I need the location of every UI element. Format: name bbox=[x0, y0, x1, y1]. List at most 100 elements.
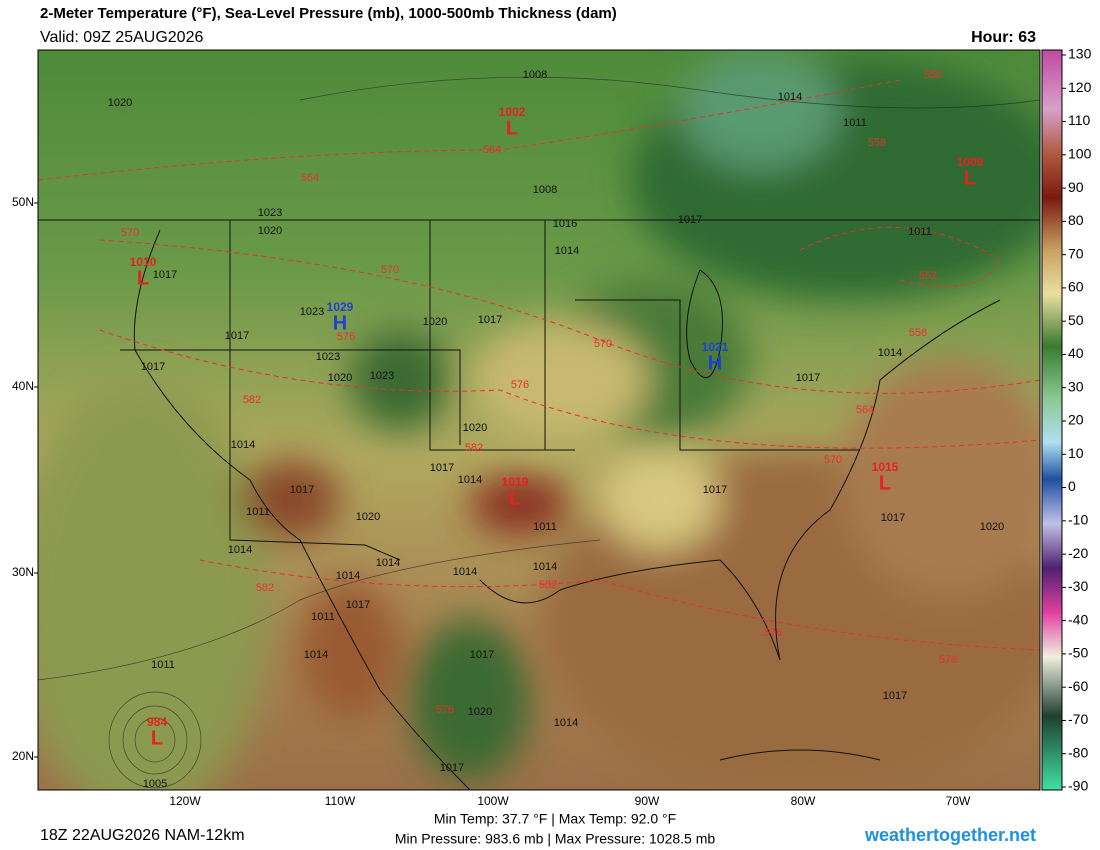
colorbar-label: -70 bbox=[1068, 711, 1088, 727]
isobar-label: 1017 bbox=[346, 599, 370, 611]
isobar-label: 1014 bbox=[228, 544, 252, 556]
map-field bbox=[38, 50, 1040, 790]
thickness-label: 564 bbox=[301, 172, 319, 184]
thickness-label: 576 bbox=[939, 654, 957, 666]
colorbar-label: 120 bbox=[1068, 79, 1092, 95]
isobar-label: 1020 bbox=[423, 316, 447, 328]
colorbar-label: 10 bbox=[1068, 445, 1084, 461]
isobar-label: 1017 bbox=[225, 330, 249, 342]
isobar-label: 1011 bbox=[908, 226, 932, 238]
colorbar-label: -10 bbox=[1068, 512, 1088, 528]
isobar-label: 1014 bbox=[458, 474, 482, 486]
temp-range: Min Temp: 37.7 °F | Max Temp: 92.0 °F bbox=[434, 811, 676, 827]
valid-time: Valid: 09Z 25AUG2026 bbox=[40, 29, 203, 46]
lon-label: 70W bbox=[946, 794, 971, 808]
thickness-label: 558 bbox=[924, 69, 942, 81]
thickness-label: 570 bbox=[381, 264, 399, 276]
isobar-label: 1017 bbox=[881, 512, 905, 524]
isobar-label: 1020 bbox=[468, 706, 492, 718]
thickness-label: 570 bbox=[121, 227, 139, 239]
pressure-center-value: 1009 bbox=[957, 155, 984, 169]
colorbar-label: 80 bbox=[1068, 212, 1084, 228]
colorbar-label: -60 bbox=[1068, 678, 1088, 694]
thickness-label: 558 bbox=[868, 137, 886, 149]
isobar-label: 1014 bbox=[304, 649, 328, 661]
pressure-center-value: 1010 bbox=[130, 255, 157, 269]
lon-label: 100W bbox=[477, 794, 509, 808]
lon-label: 110W bbox=[325, 794, 356, 808]
isobar-label: 1017 bbox=[430, 462, 454, 474]
isobar-label: 1017 bbox=[703, 484, 727, 496]
colorbar-label: 30 bbox=[1068, 378, 1084, 394]
isobar-label: 1014 bbox=[453, 566, 477, 578]
colorbar-label: 20 bbox=[1068, 412, 1084, 428]
lat-label: 30N bbox=[12, 565, 34, 579]
model-run: 18Z 22AUG2026 NAM-12km bbox=[40, 827, 245, 844]
colorbar-label: -50 bbox=[1068, 645, 1088, 661]
isobar-label: 1017 bbox=[470, 649, 494, 661]
thickness-label: 558 bbox=[909, 327, 927, 339]
map-frame bbox=[37, 49, 1041, 791]
pressure-center-value: 1029 bbox=[327, 300, 354, 314]
pressure-center-letter: L bbox=[151, 727, 163, 749]
isobar-label: 1023 bbox=[300, 306, 324, 318]
lon-label: 80W bbox=[791, 794, 816, 808]
colorbar-label: 0 bbox=[1068, 478, 1076, 494]
pressure-center-value: 984 bbox=[147, 715, 167, 729]
thickness-label: 582 bbox=[256, 582, 274, 594]
lat-label: 20N bbox=[12, 749, 34, 763]
pressure-center-letter: L bbox=[506, 117, 518, 139]
isobar-label: 1011 bbox=[246, 506, 270, 518]
thickness-label: 582 bbox=[539, 579, 557, 591]
isobar-label: 1011 bbox=[151, 659, 175, 671]
pressure-range: Min Pressure: 983.6 mb | Max Pressure: 1… bbox=[395, 831, 716, 847]
isobar-label: 1017 bbox=[678, 214, 702, 226]
isobar-label: 1017 bbox=[883, 690, 907, 702]
thickness-label: 564 bbox=[856, 404, 874, 416]
thickness-label: 570 bbox=[824, 454, 842, 466]
isobar-label: 1014 bbox=[554, 717, 578, 729]
isobar-label: 1008 bbox=[523, 69, 547, 81]
isobar-label: 1017 bbox=[153, 269, 177, 281]
pressure-center-letter: L bbox=[964, 167, 976, 189]
isobar-label: 1014 bbox=[555, 245, 579, 257]
thickness-label: 582 bbox=[465, 442, 483, 454]
isobar-label: 1014 bbox=[336, 570, 360, 582]
lat-label: 50N bbox=[12, 195, 34, 209]
colorbar-label: -30 bbox=[1068, 578, 1088, 594]
isobar-label: 1020 bbox=[980, 521, 1004, 533]
isobar-label: 1020 bbox=[108, 97, 132, 109]
isobar-label: 1011 bbox=[843, 117, 867, 129]
isobar-label: 1014 bbox=[778, 91, 802, 103]
pressure-center-value: 1021 bbox=[702, 340, 729, 354]
isobar-label: 1014 bbox=[878, 347, 902, 359]
lat-label: 40N bbox=[12, 379, 34, 393]
colorbar-label: 130 bbox=[1068, 46, 1092, 62]
lon-label: 90W bbox=[635, 794, 660, 808]
isobar-label: 1016 bbox=[553, 218, 577, 230]
colorbar-label: 40 bbox=[1068, 345, 1084, 361]
colorbar-label: -20 bbox=[1068, 545, 1088, 561]
isobar-label: 1014 bbox=[231, 439, 255, 451]
isobar-label: 1017 bbox=[478, 314, 502, 326]
thickness-label: 582 bbox=[243, 394, 261, 406]
pressure-center-value: 1019 bbox=[502, 475, 529, 489]
site-credit: weathertogether.net bbox=[864, 825, 1036, 845]
thickness-label: 576 bbox=[337, 331, 355, 343]
colorbar-label: -80 bbox=[1068, 744, 1088, 760]
pressure-center-value: 1002 bbox=[499, 105, 526, 119]
pressure-center-letter: H bbox=[708, 352, 722, 374]
colorbar-label: -90 bbox=[1068, 778, 1088, 794]
isobar-label: 1017 bbox=[440, 762, 464, 774]
thickness-label: 570 bbox=[594, 338, 612, 350]
pressure-center-letter: H bbox=[333, 312, 347, 334]
isobar-label: 1017 bbox=[796, 372, 820, 384]
isobar-label: 1020 bbox=[258, 225, 282, 237]
isobar-label: 1005 bbox=[143, 778, 167, 790]
isobar-label: 1023 bbox=[316, 351, 340, 363]
colorbar-label: 90 bbox=[1068, 179, 1084, 195]
colorbar-label: 60 bbox=[1068, 279, 1084, 295]
pressure-center-letter: L bbox=[137, 267, 149, 289]
isobar-label: 1017 bbox=[141, 361, 165, 373]
